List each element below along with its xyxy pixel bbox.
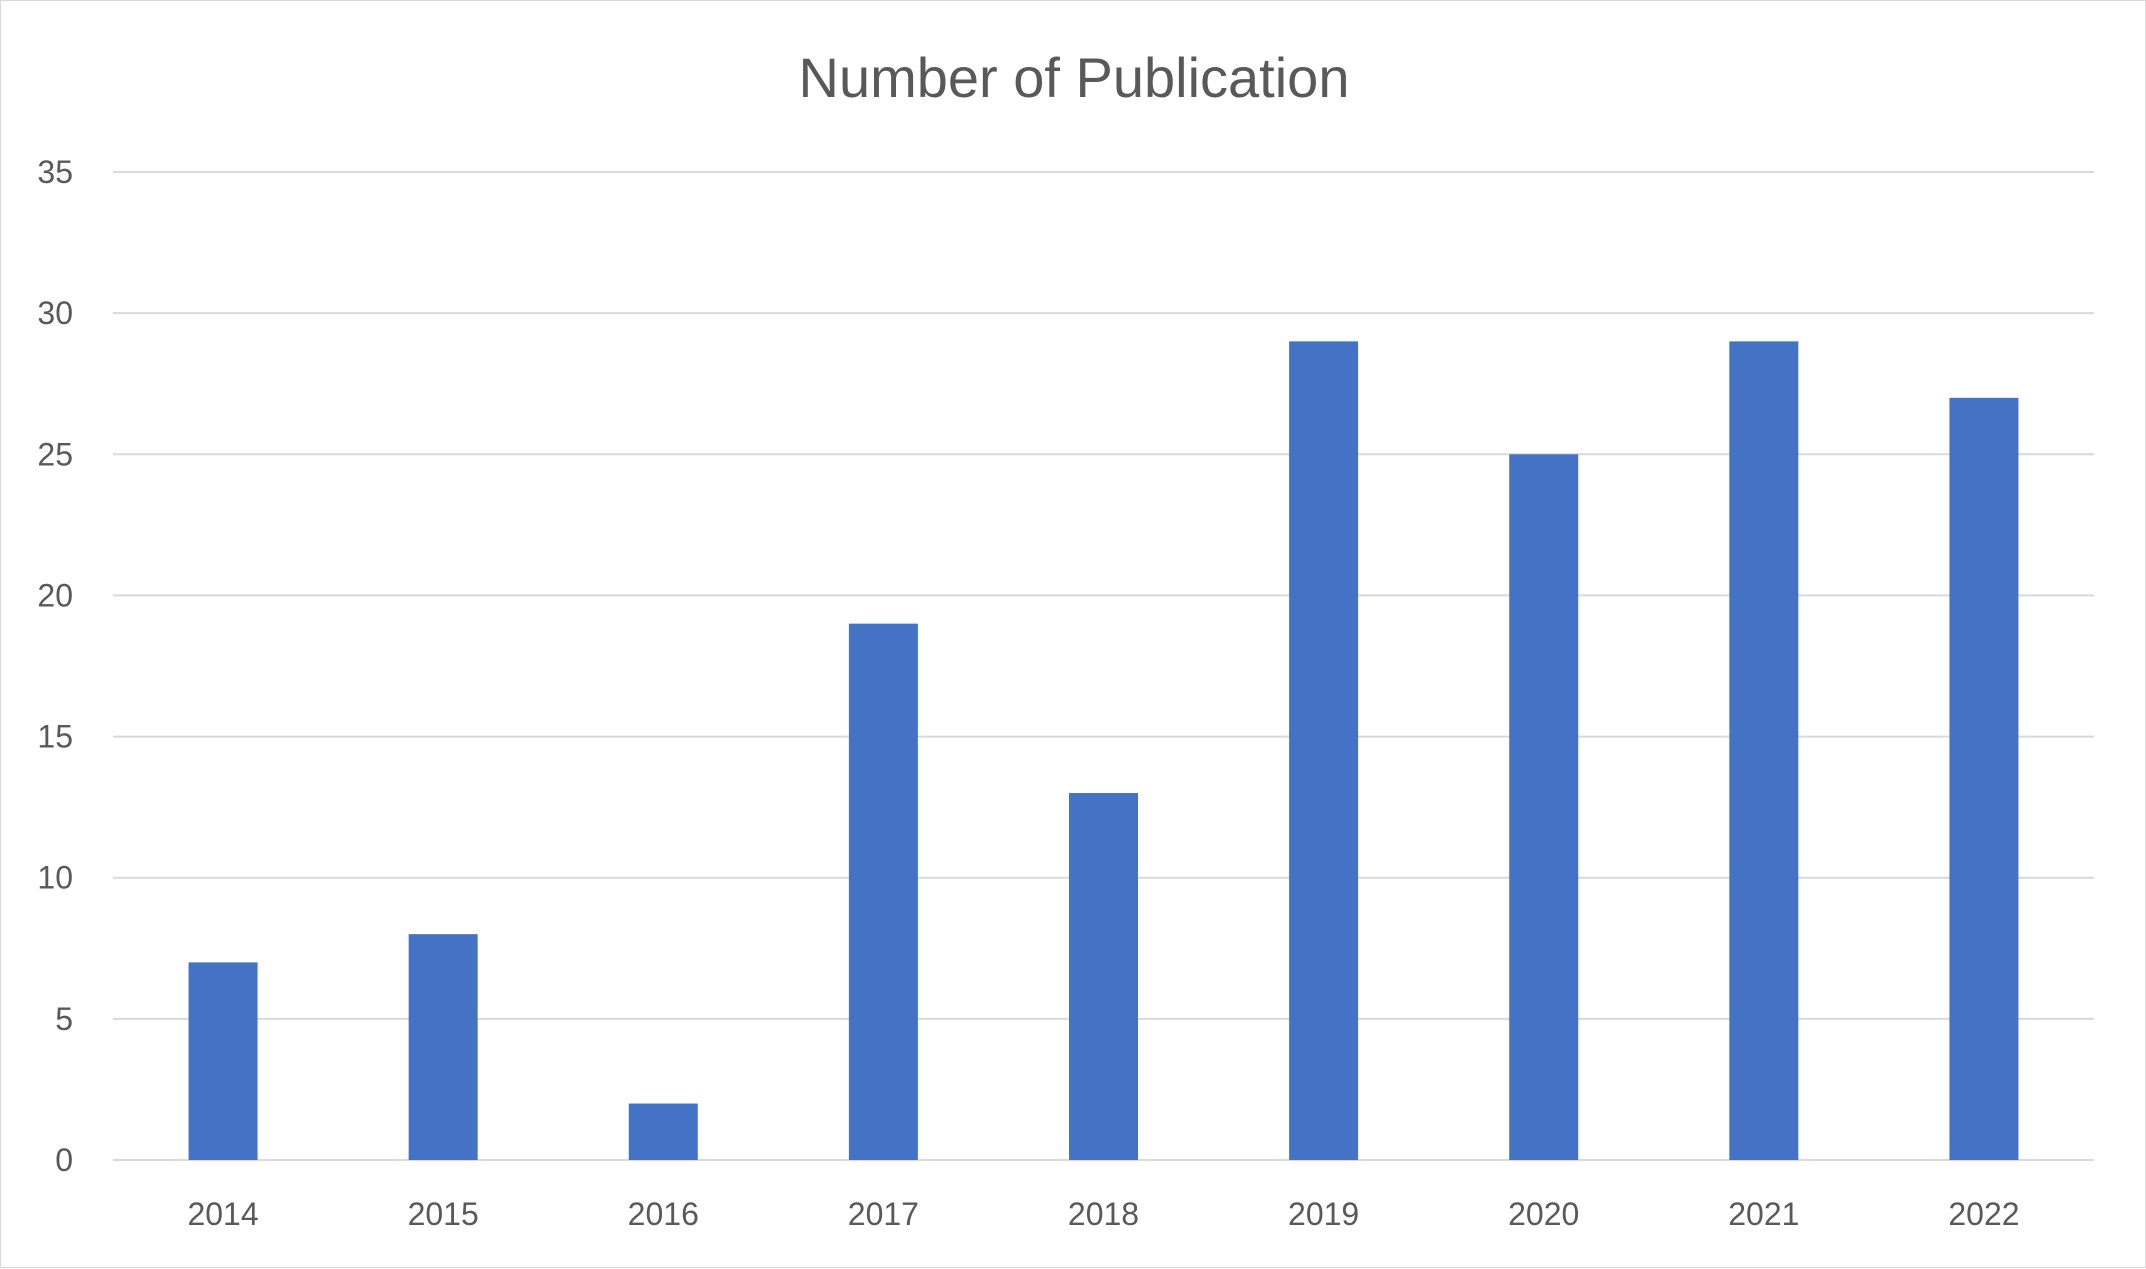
- y-tick-label: 30: [37, 295, 73, 331]
- chart-title: Number of Publication: [799, 46, 1350, 109]
- x-tick-label: 2019: [1288, 1196, 1359, 1232]
- y-tick-label: 25: [37, 436, 73, 472]
- bar-2019: [1289, 341, 1359, 1160]
- x-axis-ticks: 2014 2015 2016 2017 2018 2019 2020 2021 2022: [187, 1196, 2019, 1232]
- bar-2015: [408, 934, 478, 1160]
- y-axis-ticks: 0 5 10 15 20 25 30 35: [37, 154, 73, 1178]
- y-tick-label: 35: [37, 154, 73, 190]
- x-tick-label: 2015: [408, 1196, 479, 1232]
- x-tick-label: 2022: [1948, 1196, 2019, 1232]
- bar-2014: [188, 962, 258, 1160]
- bar-2020: [1509, 454, 1579, 1160]
- y-tick-label: 15: [37, 719, 73, 755]
- bar-2017: [848, 623, 918, 1160]
- x-tick-label: 2016: [628, 1196, 699, 1232]
- bar-2016: [628, 1103, 698, 1160]
- x-tick-label: 2020: [1508, 1196, 1579, 1232]
- bar-2022: [1949, 397, 2019, 1160]
- x-tick-label: 2021: [1728, 1196, 1799, 1232]
- y-tick-label: 10: [37, 860, 73, 896]
- bar-2021: [1729, 341, 1799, 1160]
- y-tick-label: 0: [55, 1142, 73, 1178]
- x-tick-label: 2017: [848, 1196, 919, 1232]
- y-tick-label: 20: [37, 577, 73, 613]
- bars: [188, 341, 2019, 1160]
- bar-2018: [1069, 793, 1138, 1160]
- x-tick-label: 2014: [187, 1196, 258, 1232]
- y-tick-label: 5: [55, 1001, 73, 1037]
- x-tick-label: 2018: [1068, 1196, 1139, 1232]
